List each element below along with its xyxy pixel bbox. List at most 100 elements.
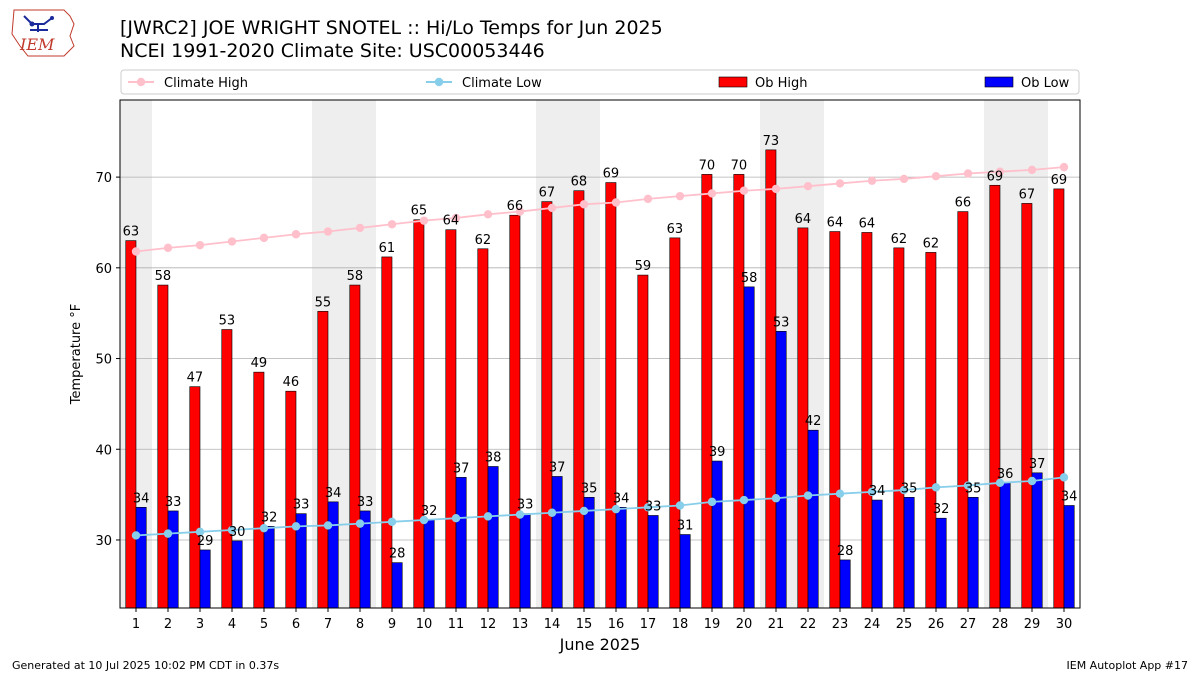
- ob-high-bar: [637, 274, 649, 609]
- x-tick-label: 9: [388, 617, 396, 632]
- climate-high-point: [547, 203, 557, 213]
- ob-high-label: 70: [731, 158, 748, 173]
- x-tick-label: 23: [832, 617, 849, 632]
- logo-text: IEM: [19, 35, 55, 54]
- legend-item: Ob High: [718, 76, 808, 91]
- ob-high-label: 46: [283, 375, 300, 390]
- climate-high-point: [579, 200, 589, 209]
- ob-low-label: 42: [805, 414, 822, 429]
- x-tick-label: 4: [228, 617, 236, 632]
- x-tick-label: 19: [704, 617, 721, 632]
- ob-low-label: 34: [869, 484, 886, 499]
- x-tick-label: 28: [992, 617, 1009, 632]
- ob-low-label: 33: [165, 495, 182, 510]
- climate-high-point: [739, 186, 749, 195]
- legend-label: Ob High: [755, 76, 808, 91]
- ob-low-label: 33: [357, 495, 374, 510]
- ob-high-bar: [445, 229, 457, 609]
- x-tick-label: 13: [512, 617, 529, 632]
- climate-high-point: [483, 210, 493, 219]
- ob-high-label: 62: [475, 233, 492, 248]
- climate-low-point: [643, 503, 653, 512]
- x-axis-label: June 2025: [559, 635, 641, 654]
- ob-high-bar: [573, 190, 585, 609]
- ob-low-label: 35: [581, 481, 598, 496]
- climate-low-point: [579, 506, 589, 516]
- ob-high-bar: [989, 184, 1001, 609]
- x-tick-label: 6: [292, 617, 300, 632]
- ob-low-bar: [391, 562, 403, 609]
- ob-high-bar: [605, 182, 617, 609]
- legend-label: Climate Low: [462, 76, 542, 91]
- climate-high-point: [707, 189, 717, 198]
- ob-high-bar: [317, 311, 329, 609]
- ob-low-label: 34: [325, 486, 342, 501]
- ob-high-label: 53: [219, 314, 236, 329]
- climate-high-line: [135, 166, 1065, 253]
- ob-low-bar: [807, 429, 819, 609]
- legend-item: Climate Low: [426, 76, 542, 91]
- climate-low-line: [135, 476, 1065, 537]
- x-tick-label: 18: [672, 617, 689, 632]
- ob-low-label: 53: [773, 315, 790, 330]
- generated-timestamp: Generated at 10 Jul 2025 10:02 PM CDT in…: [12, 659, 280, 672]
- climate-low-point: [1059, 473, 1069, 482]
- x-tick-label: 2: [164, 617, 172, 632]
- climate-low-point: [675, 501, 685, 510]
- climate-high-point: [291, 230, 301, 239]
- climate-low-point: [227, 525, 237, 535]
- ob-high-bar: [1053, 188, 1065, 609]
- ob-high-bar: [893, 247, 905, 609]
- climate-low-point: [419, 515, 429, 525]
- climate-low-point: [195, 527, 205, 536]
- climate-high-point: [803, 181, 813, 191]
- y-tick-label: 70: [95, 171, 112, 186]
- climate-high-point: [611, 198, 621, 207]
- ob-low-bar: [935, 517, 947, 609]
- climate-low-point: [931, 483, 941, 492]
- ob-low-label: 33: [517, 498, 534, 513]
- legend-label: Climate High: [164, 76, 248, 91]
- ob-low-label: 35: [965, 481, 982, 496]
- x-tick-label: 12: [480, 617, 497, 632]
- ob-low-label: 37: [549, 460, 566, 475]
- climate-low-point: [995, 478, 1005, 488]
- ob-high-label: 64: [827, 216, 844, 231]
- ob-low-bar: [551, 476, 563, 609]
- climate-low-point: [547, 508, 557, 517]
- x-tick-label: 16: [608, 617, 625, 632]
- x-tick-label: 25: [896, 617, 913, 632]
- climate-low-point: [1027, 476, 1037, 486]
- climate-high-point: [1027, 165, 1037, 175]
- ob-low-bar: [839, 559, 851, 609]
- ob-low-bar: [679, 534, 691, 609]
- ob-high-bar: [765, 149, 777, 609]
- ob-low-label: 37: [1029, 457, 1046, 472]
- climate-high-point: [963, 169, 973, 178]
- climate-low-point: [259, 523, 269, 533]
- climate-high-point: [163, 243, 173, 253]
- app-label: IEM Autoplot App #17: [1066, 659, 1189, 672]
- ob-high-bar: [861, 232, 873, 609]
- ob-high-bar: [669, 237, 681, 609]
- ob-high-bar: [253, 371, 265, 609]
- ob-low-label: 34: [613, 491, 630, 506]
- climate-low-point: [131, 531, 141, 540]
- ob-high-label: 61: [379, 241, 396, 256]
- climate-low-point: [771, 494, 781, 503]
- ob-high-label: 67: [1019, 187, 1036, 202]
- ob-high-bar: [925, 252, 937, 609]
- ob-low-bar: [135, 507, 147, 609]
- x-tick-label: 15: [576, 617, 593, 632]
- climate-low-point: [899, 485, 909, 495]
- x-tick-label: 26: [928, 617, 945, 632]
- ob-low-bar: [199, 549, 211, 609]
- x-tick-label: 27: [960, 617, 977, 632]
- x-tick-label: 7: [324, 617, 332, 632]
- climate-low-point: [387, 517, 397, 527]
- ob-high-bar: [541, 201, 553, 609]
- x-tick-label: 3: [196, 617, 204, 632]
- ob-low-label: 28: [389, 547, 406, 562]
- ob-high-label: 73: [763, 134, 780, 149]
